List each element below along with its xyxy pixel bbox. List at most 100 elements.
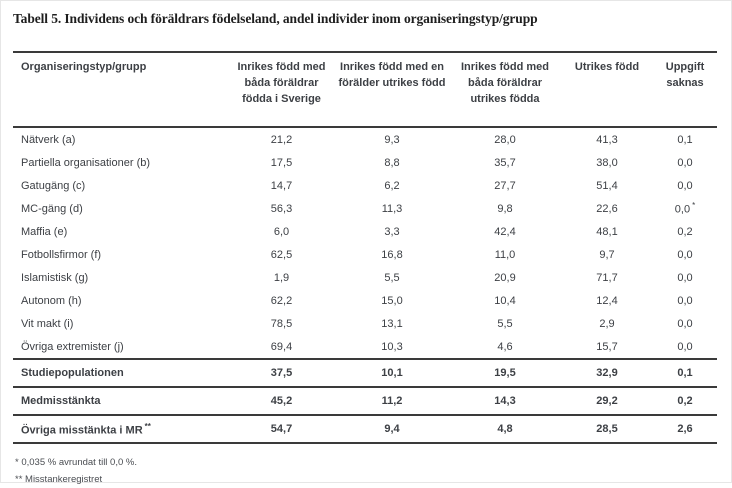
cell-value: 28,5 <box>596 423 618 435</box>
table-row: Övriga extremister (j) 69,4 10,3 4,6 15,7 0,0 <box>13 335 717 359</box>
column-header: Inrikes född med båda föräldrar födda i … <box>228 52 335 128</box>
cell-value: 13,1 <box>381 317 403 330</box>
row-label: Medmisstänkta <box>21 395 101 407</box>
cell-value: 1,9 <box>273 271 290 284</box>
cell-value: 15,7 <box>596 340 618 353</box>
cell-value: 0,2 <box>677 225 693 238</box>
cell-value: 21,2 <box>270 133 293 146</box>
row-label: Islamistisk (g) <box>21 271 89 284</box>
table-row: Autonom (h) 62,2 15,0 10,4 12,4 0,0 <box>13 289 717 312</box>
cell-value: 69,4 <box>270 340 293 353</box>
cell-value: 56,3 <box>270 202 293 215</box>
cell-value: 54,7 <box>270 423 293 435</box>
cell-value: 78,5 <box>270 317 293 330</box>
row-label: MC-gäng (d) <box>21 202 83 215</box>
cell-value: 51,4 <box>596 179 618 192</box>
cell-value: 16,8 <box>381 248 403 261</box>
cell-value: 12,4 <box>596 294 618 307</box>
table-row: Islamistisk (g) 1,9 5,5 20,9 71,7 0,0 <box>13 266 717 289</box>
cell-value: 0,2 <box>677 395 693 407</box>
cell-value: 10,4 <box>494 294 516 307</box>
cell-value: 48,1 <box>596 225 618 238</box>
table-row: Maffia (e) 6,0 3,3 42,4 48,1 0,2 <box>13 220 717 243</box>
table-title: Tabell 5. Individens och föräldrars föde… <box>13 11 538 26</box>
table-header: Organiseringstyp/grupp Inrikes född med b… <box>13 52 717 128</box>
cell-value: 37,5 <box>270 367 293 379</box>
table-summary: Studiepopulationen 37,5 10,1 19,5 32,9 0,1 Med… <box>13 359 717 443</box>
cell-value: 27,7 <box>494 179 516 192</box>
cell-value: 11,3 <box>381 202 403 215</box>
cell-value: 6,2 <box>384 179 400 192</box>
table-row: Övriga misstänkta i MR ** 54,7 9,4 4,8 28,5 2,… <box>13 415 717 443</box>
footnotes: * 0,035 % avrundat till 0,0 %. ** Missta… <box>15 454 721 488</box>
row-label: Partiella organisationer (b) <box>21 156 151 169</box>
cell-value: 5,5 <box>384 271 400 284</box>
cell-value: 0,1 <box>677 367 693 379</box>
cell-value: 10,3 <box>381 340 403 353</box>
cell-value: 14,3 <box>494 395 516 407</box>
cell-value: 9,8 <box>497 202 513 215</box>
cell-value: 28,0 <box>494 133 516 146</box>
cell-value: 15,0 <box>381 294 403 307</box>
table-row: Nätverk (a) 21,2 9,3 28,0 41,3 0,1 <box>13 127 717 151</box>
column-header-group: Organiseringstyp/grupp <box>13 52 228 128</box>
cell-value: 0,0 <box>677 340 693 353</box>
cell-value: 2,6 <box>677 423 693 435</box>
cell-value: 32,9 <box>596 367 618 379</box>
cell-value: 0,0 <box>677 248 693 261</box>
row-label: Övriga misstänkta i MR ** <box>21 421 151 437</box>
column-header: Utrikes född <box>561 52 653 128</box>
cell-value: 0,0 <box>677 294 693 307</box>
cell-value: 22,6 <box>596 202 618 215</box>
cell-value: 0,0 <box>677 317 693 330</box>
cell-value: 0,0 <box>677 156 693 169</box>
cell-value: 3,3 <box>384 225 400 238</box>
row-label: Vit makt (i) <box>21 317 74 330</box>
table-row: Medmisstänkta 45,2 11,2 14,3 29,2 0,2 <box>13 387 717 415</box>
table-row: Partiella organisationer (b) 17,5 8,8 35,7 3… <box>13 151 717 174</box>
cell-value: 8,8 <box>384 156 400 169</box>
row-label: Maffia (e) <box>21 225 68 238</box>
cell-value: 6,0 <box>273 225 290 238</box>
cell-value: 41,3 <box>596 133 618 146</box>
column-header: Inrikes född med båda föräldrar utrikes … <box>449 52 561 128</box>
footnote-marker: ** <box>144 421 151 431</box>
cell-value: 29,2 <box>596 395 618 407</box>
table-row: Vit makt (i) 78,5 13,1 5,5 2,9 0,0 <box>13 312 717 335</box>
cell-value: 20,9 <box>494 271 516 284</box>
cell-value: 38,0 <box>596 156 618 169</box>
cell-value: 5,5 <box>497 317 513 330</box>
column-header: Uppgift saknas <box>653 52 717 128</box>
table-row: Studiepopulationen 37,5 10,1 19,5 32,9 0,1 <box>13 359 717 387</box>
cell-value: 9,7 <box>599 248 615 261</box>
cell-value: 42,4 <box>494 225 516 238</box>
cell-value: 62,5 <box>270 248 293 261</box>
column-header: Inrikes född med en förälder utrikes föd… <box>335 52 449 128</box>
row-label: Fotbollsfirmor (f) <box>21 248 102 261</box>
cell-value: 4,6 <box>497 340 513 353</box>
cell-value: 2,9 <box>599 317 615 330</box>
cell-value: 0,0 * <box>674 201 696 216</box>
footnote-marker: * <box>692 201 696 211</box>
cell-value: 0,0 <box>677 179 693 192</box>
cell-value: 0,1 <box>677 133 693 146</box>
cell-value: 11,0 <box>494 248 516 261</box>
row-label: Nätverk (a) <box>21 133 76 146</box>
row-label: Autonom (h) <box>21 294 82 307</box>
row-label: Övriga extremister (j) <box>21 340 124 353</box>
table-row: Fotbollsfirmor (f) 62,5 16,8 11,0 9,7 0,0 <box>13 243 717 266</box>
cell-value: 9,3 <box>384 133 400 146</box>
data-table: Organiseringstyp/grupp Inrikes född med b… <box>13 51 717 444</box>
cell-value: 71,7 <box>596 271 618 284</box>
cell-value: 14,7 <box>270 179 293 192</box>
cell-value: 19,5 <box>494 367 516 379</box>
table-row: MC-gäng (d) 56,3 11,3 9,8 22,6 0,0 * <box>13 197 717 220</box>
cell-value: 10,1 <box>381 367 403 379</box>
cell-value: 17,5 <box>270 156 293 169</box>
cell-value: 62,2 <box>270 294 293 307</box>
footnote-rounding: * 0,035 % avrundat till 0,0 %. <box>15 457 137 468</box>
header-row: Organiseringstyp/grupp Inrikes född med b… <box>13 52 717 128</box>
cell-value: 4,8 <box>497 423 513 435</box>
footnote-register: ** Misstankeregistret <box>15 474 103 485</box>
